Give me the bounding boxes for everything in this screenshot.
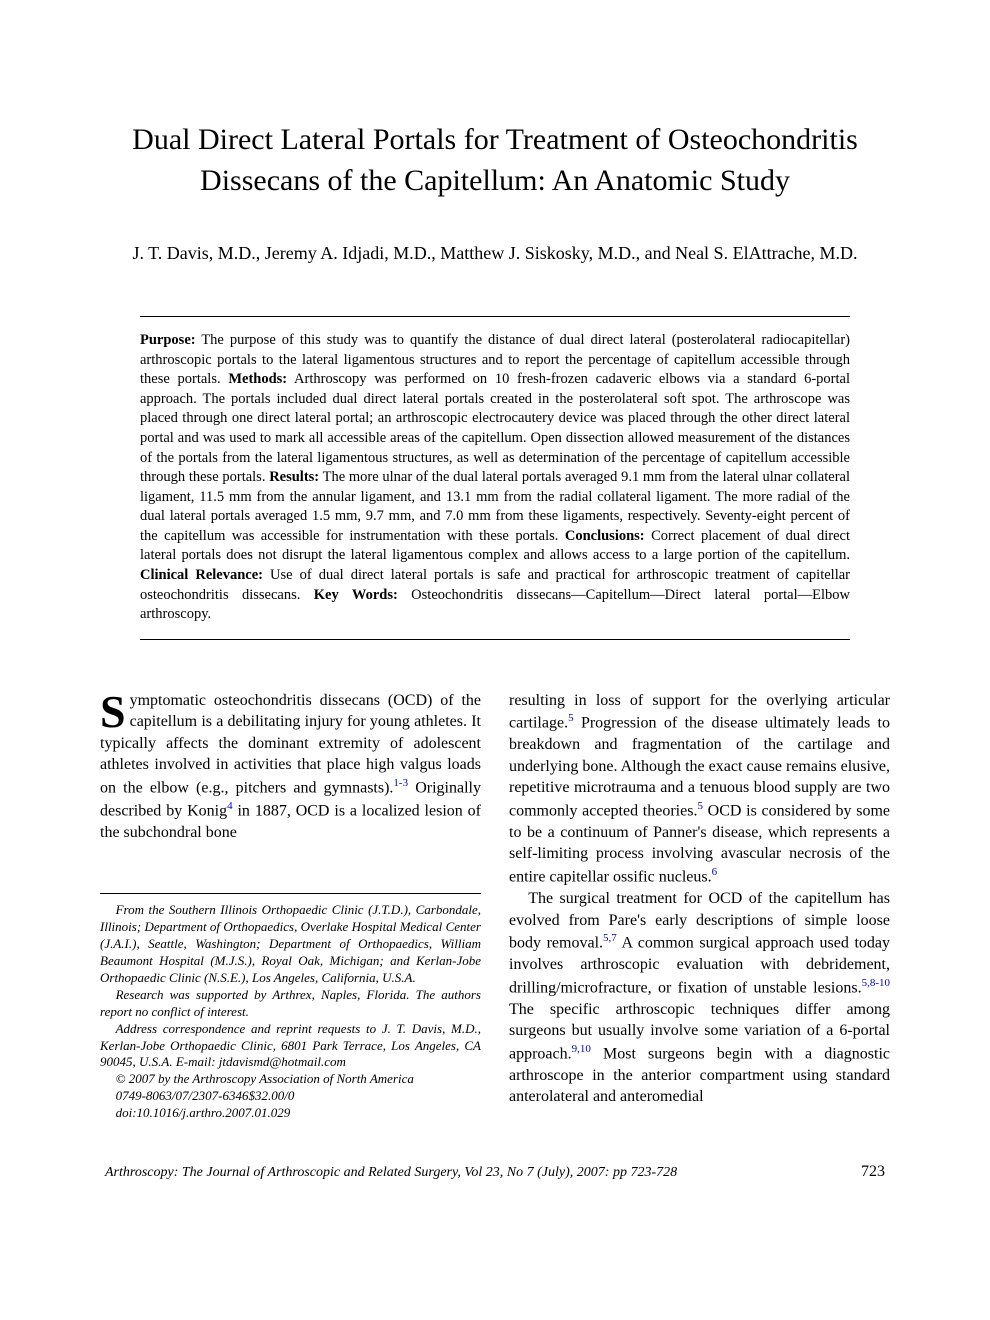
column-left: Symptomatic osteochondritis dissecans (O… <box>100 690 481 1122</box>
footnote-copyright: © 2007 by the Arthroscopy Association of… <box>100 1071 481 1088</box>
body-para-2: resulting in loss of support for the ove… <box>509 690 890 888</box>
abstract-keywords-label: Key Words: <box>314 587 398 603</box>
footnote-issn: 0749-8063/07/2307-6346$32.00/0 <box>100 1088 481 1105</box>
abstract-purpose-label: Purpose: <box>140 332 196 348</box>
ref-link[interactable]: 6 <box>712 866 718 878</box>
article-title: Dual Direct Lateral Portals for Treatmen… <box>100 120 890 201</box>
ref-link[interactable]: 5,7 <box>603 932 617 944</box>
article-authors: J. T. Davis, M.D., Jeremy A. Idjadi, M.D… <box>100 241 890 266</box>
page-number: 723 <box>861 1162 885 1183</box>
footnote-block: From the Southern Illinois Orthopaedic C… <box>100 902 481 1122</box>
column-right: resulting in loss of support for the ove… <box>509 690 890 1122</box>
abstract-methods-label: Methods: <box>228 371 287 387</box>
journal-citation: Arthroscopy: The Journal of Arthroscopic… <box>105 1164 677 1182</box>
abstract-container: Purpose: The purpose of this study was t… <box>140 316 850 639</box>
abstract-clinical-label: Clinical Relevance: <box>140 567 263 583</box>
page-footer: Arthroscopy: The Journal of Arthroscopic… <box>100 1162 890 1183</box>
ref-link[interactable]: 9,10 <box>572 1043 591 1055</box>
abstract-text: Purpose: The purpose of this study was t… <box>140 317 850 638</box>
ref-link[interactable]: 1-3 <box>393 777 408 789</box>
body-para-3: The surgical treatment for OCD of the ca… <box>509 888 890 1108</box>
footnote-rule <box>100 893 481 894</box>
abstract-rule-bottom <box>140 639 850 640</box>
abstract-results-label: Results: <box>269 469 319 485</box>
footnote-funding: Research was supported by Arthrex, Naple… <box>100 987 481 1021</box>
footnote-doi: doi:10.1016/j.arthro.2007.01.029 <box>100 1105 481 1122</box>
body-columns: Symptomatic osteochondritis dissecans (O… <box>100 690 890 1122</box>
body-para-1: Symptomatic osteochondritis dissecans (O… <box>100 690 481 844</box>
ref-link[interactable]: 5,8-10 <box>862 977 890 989</box>
footnote-correspondence: Address correspondence and reprint reque… <box>100 1021 481 1072</box>
drop-cap: S <box>100 690 130 731</box>
footnote-affiliation: From the Southern Illinois Orthopaedic C… <box>100 902 481 986</box>
abstract-conclusions-label: Conclusions: <box>565 528 645 544</box>
